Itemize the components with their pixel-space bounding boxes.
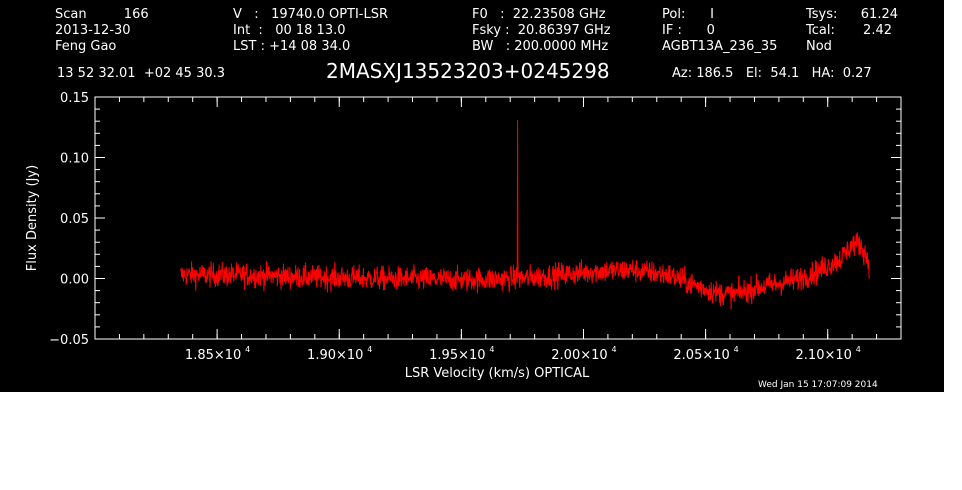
observer-label: Feng Gao — [55, 39, 117, 54]
rest-freq-label: F0 : 22.23508 GHz — [472, 7, 606, 22]
if-label: IF : 0 — [662, 23, 715, 38]
spectrum-chart: −0.05 0.00 0.05 0.10 0.15 1.85×10 4 1.90×10 4 1.9… — [25, 91, 902, 381]
y-tick-label: 0.05 — [60, 212, 89, 227]
integration-label: Int : 00 18 13.0 — [233, 23, 346, 38]
polarization-label: Pol: I — [662, 7, 714, 22]
tsys-label: Tsys: — [806, 7, 838, 22]
y-tick-label: 0.15 — [60, 91, 89, 106]
x-tick-exponent: 4 — [611, 345, 616, 354]
x-tick-label: 2.00×10 — [551, 348, 607, 363]
plot-frame — [94, 96, 902, 340]
x-tick-exponent: 4 — [489, 345, 494, 354]
nod-label: Nod — [806, 39, 832, 54]
x-tick-exponent: 4 — [245, 345, 250, 354]
y-axis-title: Flux Density (Jy) — [25, 165, 40, 271]
x-tick-label: 1.85×10 — [185, 348, 241, 363]
x-tick-label: 2.10×10 — [796, 348, 852, 363]
bandwidth-label: BW : 200.0000 MHz — [472, 39, 609, 54]
az-el-ha-label: Az: 186.5 El: 54.1 HA: 0.27 — [672, 66, 872, 81]
source-coordinates: 13 52 32.01 +02 45 30.3 — [57, 66, 226, 81]
tcal-label: Tcal: — [806, 23, 835, 38]
x-tick-exponent: 4 — [856, 345, 861, 354]
project-label: AGBT13A_236_35 — [662, 39, 778, 54]
date-label: 2013-12-30 — [55, 23, 131, 38]
sky-freq-label: Fsky : 20.86397 GHz — [472, 23, 611, 38]
spectrum-line — [179, 119, 870, 310]
y-tick-label: 0.10 — [60, 152, 89, 167]
x-tick-label: 1.90×10 — [307, 348, 363, 363]
y-tick-label: 0.00 — [60, 273, 89, 288]
tsys-value: 61.24 — [860, 7, 898, 22]
plot-window: Scan 166 2013-12-30 Feng Gao V : 19740.0… — [0, 0, 944, 392]
x-tick-label: 1.95×10 — [429, 348, 485, 363]
y-tick-label: −0.05 — [49, 333, 89, 348]
x-tick-label: 2.05×10 — [673, 348, 729, 363]
timestamp: Wed Jan 15 17:07:09 2014 — [758, 380, 878, 390]
x-tick-exponent: 4 — [734, 345, 739, 354]
velocity-label: V : 19740.0 OPTI-LSR — [233, 7, 389, 22]
x-axis-title: LSR Velocity (km/s) OPTICAL — [405, 366, 590, 381]
scan-label: Scan 166 — [55, 7, 149, 22]
source-name: 2MASXJ13523203+0245298 — [326, 59, 610, 83]
lst-label: LST : +14 08 34.0 — [233, 39, 351, 54]
x-tick-exponent: 4 — [367, 345, 372, 354]
tcal-value: 2.42 — [863, 23, 892, 38]
